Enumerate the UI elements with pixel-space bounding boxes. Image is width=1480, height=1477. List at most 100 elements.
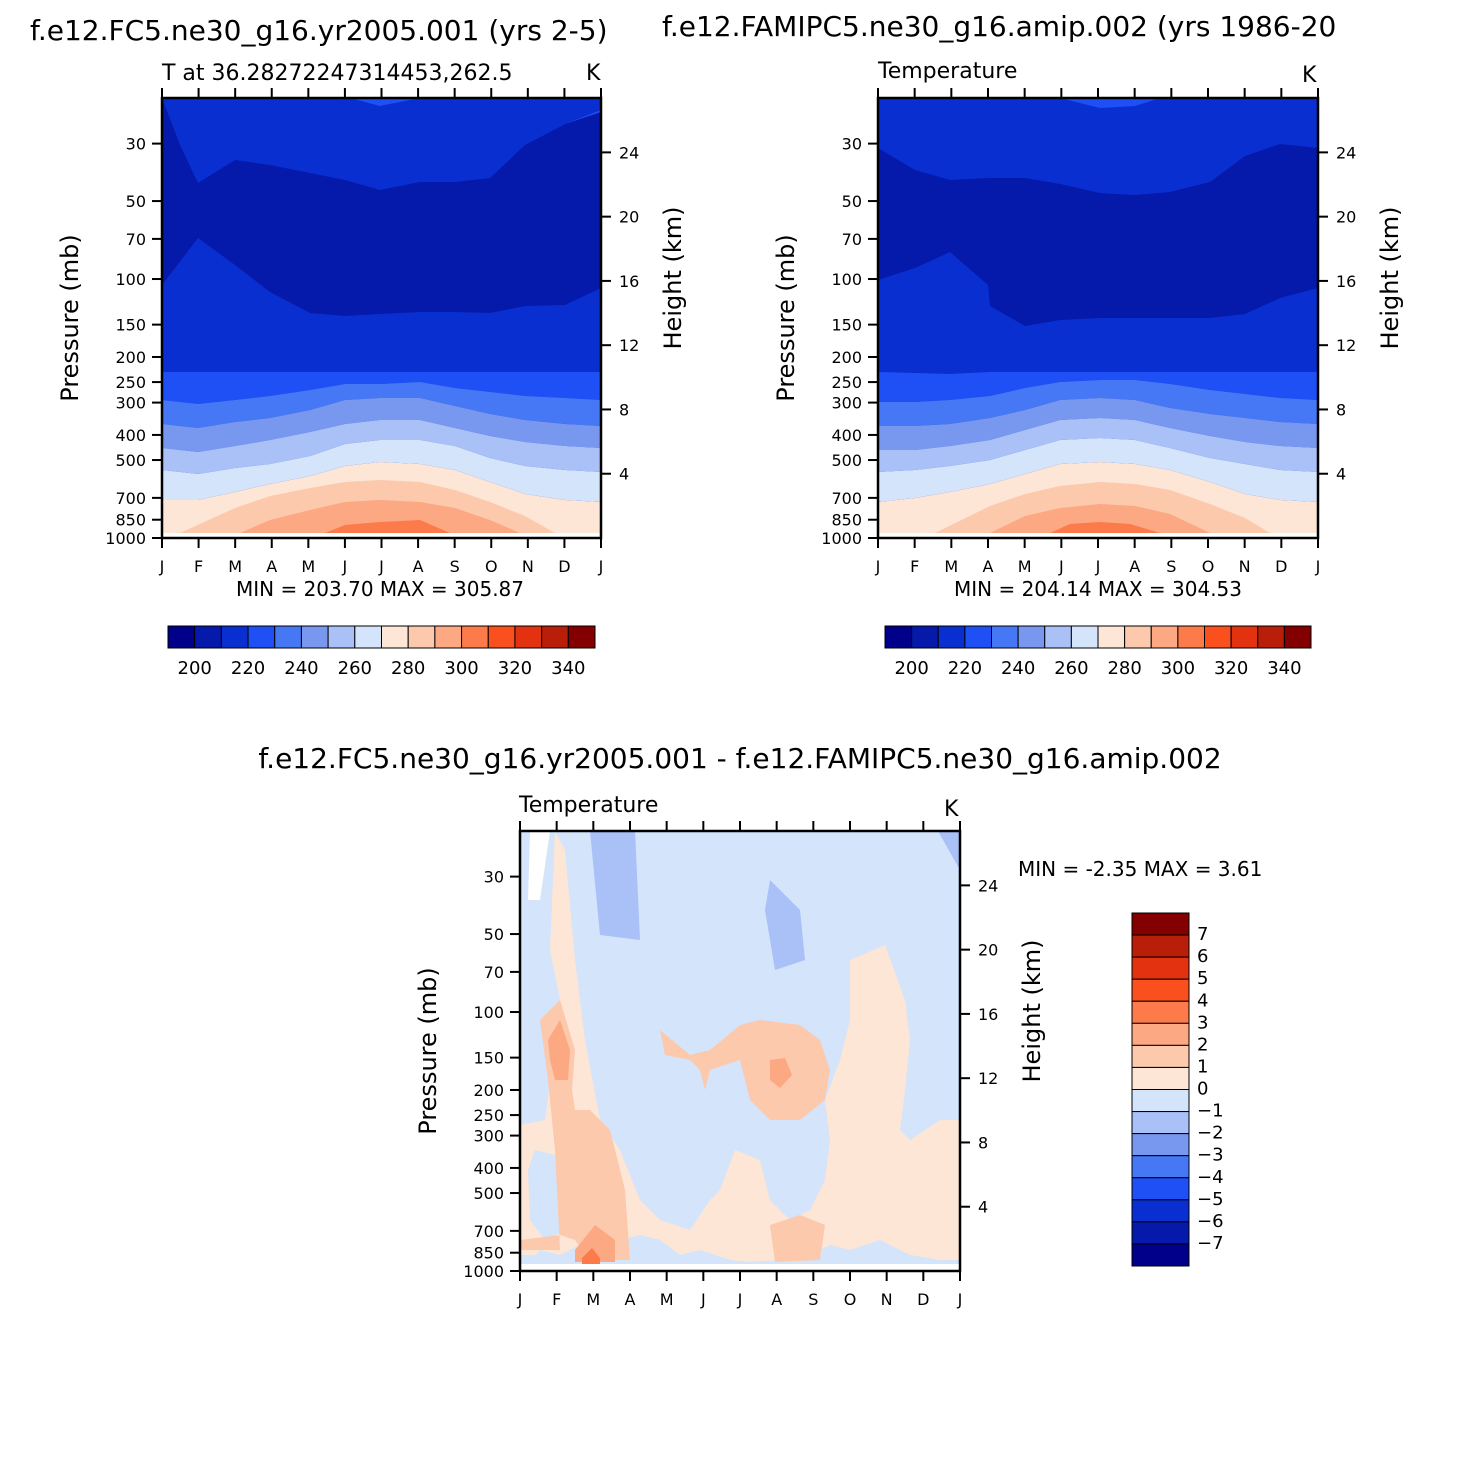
panel3-band-cool-surface [520,1235,960,1270]
panel-difference: f.e12.FC5.ne30_g16.yr2005.001 - f.e12.FA… [258,742,1262,1309]
y-tick-label: 850 [831,511,862,530]
colorbar-swatch [1230,625,1259,649]
colorbar-label: −7 [1197,1233,1224,1254]
colorbar-swatch [1257,625,1285,649]
panel2-band-c2 [878,350,1318,374]
y-right-tick-label: 4 [978,1198,988,1217]
colorbar-swatch [1204,625,1232,649]
x-tick-label: A [1129,557,1140,576]
colorbar-swatch [991,625,1019,649]
y-right-tick-label: 12 [619,336,639,355]
panel2-bottom-gap [878,533,1318,538]
panel2-band-cold [878,144,1318,326]
panel3-band-white-top [528,831,550,900]
y-tick-label: 300 [473,1127,504,1146]
panel2-band-j [990,504,1210,533]
y-right-axis-label: Height (km) [1376,207,1404,350]
colorbar-swatch [1131,1111,1190,1135]
y-right-tick-label: 24 [1336,143,1356,162]
y-tick-label: 200 [831,348,862,367]
panel1-band-f [162,420,601,474]
panel3-band-warm3-c [575,1225,615,1262]
colorbar-label: −3 [1197,1145,1224,1166]
x-tick-label: A [413,557,424,576]
y-tick-label: 300 [831,394,862,413]
panel3-band-warm2-c [770,1215,825,1262]
panel1-band-j [240,500,520,533]
y-tick-label: 1000 [463,1262,504,1281]
panel3-band-warm4 [582,1248,600,1264]
y-tick-label: 700 [473,1222,504,1241]
panel2-band-c [878,372,1318,402]
panel1-band-k [325,520,450,533]
y-tick-label: 250 [115,373,146,392]
x-tick-label: O [485,557,498,576]
colorbar-label: −6 [1197,1211,1224,1232]
x-tick-label: M [660,1290,674,1309]
y-right-tick-label: 24 [978,876,998,895]
colorbar-swatch [1177,625,1205,649]
y-right-tick-label: 16 [978,1005,998,1024]
panel1-colorbar: 200 220 240 260 280 300 320 340 [167,625,596,679]
colorbar-label: −5 [1197,1189,1224,1210]
colorbar-swatch [487,625,516,649]
y-axis-label: Pressure (mb) [414,967,442,1134]
colorbar-swatch [937,625,966,649]
panel3-subtitle-right: K [944,797,959,822]
y-right-tick-label: 4 [1336,465,1346,484]
y-tick-label: 100 [473,1003,504,1022]
colorbar-label: 240 [284,658,318,679]
colorbar-label: 280 [391,658,425,679]
y-tick-label: 30 [484,868,504,887]
panel2-contour-field [878,98,1318,538]
panel2-band-k [1050,522,1160,533]
colorbar-label: 3 [1197,1012,1208,1033]
colorbar-label: 220 [948,658,982,679]
colorbar-swatch [1124,625,1152,649]
colorbar-swatch [1131,912,1190,936]
y-right-tick-label: 20 [1336,208,1356,227]
colorbar-label: 280 [1107,658,1141,679]
y-right-tick-label: 8 [619,400,629,419]
x-tick-label: J [598,557,604,576]
y-tick-label: 50 [484,925,504,944]
x-tick-label: F [910,557,919,576]
x-tick-label: D [917,1290,929,1309]
y-tick-label: 1000 [821,529,862,548]
colorbar-swatch [194,625,222,649]
x-tick-label: J [737,1290,743,1309]
x-tick-label: N [881,1290,893,1309]
colorbar-swatch [1131,1155,1190,1179]
panel3-bottom-gap [520,1264,960,1271]
panel2-minmax: MIN = 204.14 MAX = 304.53 [954,577,1242,601]
y-tick-label: 400 [115,426,146,445]
panel2-band-e [878,398,1318,450]
panel3-title: f.e12.FC5.ne30_g16.yr2005.001 - f.e12.FA… [258,742,1221,775]
panel1-band-c2 [162,346,601,372]
y-right-tick-label: 16 [619,272,639,291]
x-tick-label: J [159,557,165,576]
panel2-colorbar: 200 220 240 260 280 300 320 340 [884,625,1312,679]
y-tick-label: 70 [842,230,862,249]
colorbar-swatch [1131,978,1190,1002]
x-tick-label: J [378,557,384,576]
x-tick-label: M [1018,557,1032,576]
colorbar-label: 7 [1197,924,1208,945]
colorbar-swatch [1044,625,1072,649]
y-tick-label: 250 [473,1106,504,1125]
colorbar-label: 5 [1197,968,1208,989]
panel3-band-warm2-a [520,1000,630,1260]
x-tick-label: J [700,1290,706,1309]
colorbar-label: 1 [1197,1056,1208,1077]
panel2-subtitle-right: K [1302,63,1317,88]
x-tick-label: S [450,557,460,576]
colorbar-swatch [1131,1089,1190,1113]
panel1-band-g [162,440,601,502]
x-tick-label: A [983,557,994,576]
y-tick-label: 150 [473,1049,504,1068]
colorbar-swatch [1131,1066,1190,1090]
colorbar-swatch [1131,1044,1190,1068]
